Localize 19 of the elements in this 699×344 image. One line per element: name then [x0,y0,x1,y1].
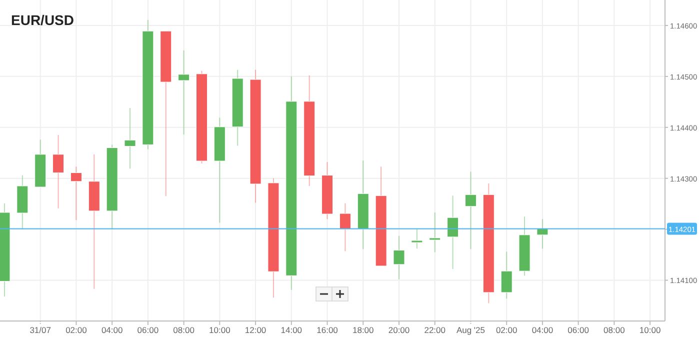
x-tick-label: 14:00 [280,325,302,335]
x-tick-label: 04:00 [101,325,123,335]
x-tick-label: 10:00 [209,325,231,335]
x-tick-label: 31/07 [30,325,52,335]
x-tick-label: 06:00 [137,325,159,335]
x-tick-label: 12:00 [244,325,266,335]
x-tick-label: 08:00 [173,325,195,335]
x-tick-label: 16:00 [316,325,338,335]
x-tick-label: 08:00 [604,325,626,335]
x-tick-label: 22:00 [424,325,446,335]
x-tick-label: 02:00 [496,325,518,335]
x-tick-label: 04:00 [532,325,554,335]
x-tick-label: 10:00 [639,325,661,335]
x-tick-label: 18:00 [352,325,374,335]
x-tick-label: 02:00 [66,325,88,335]
x-tick-label: 06:00 [568,325,590,335]
text: EUR/USD [11,12,74,28]
x-tick-label: Aug '25 [456,325,486,335]
x-tick-label: 20:00 [388,325,410,335]
